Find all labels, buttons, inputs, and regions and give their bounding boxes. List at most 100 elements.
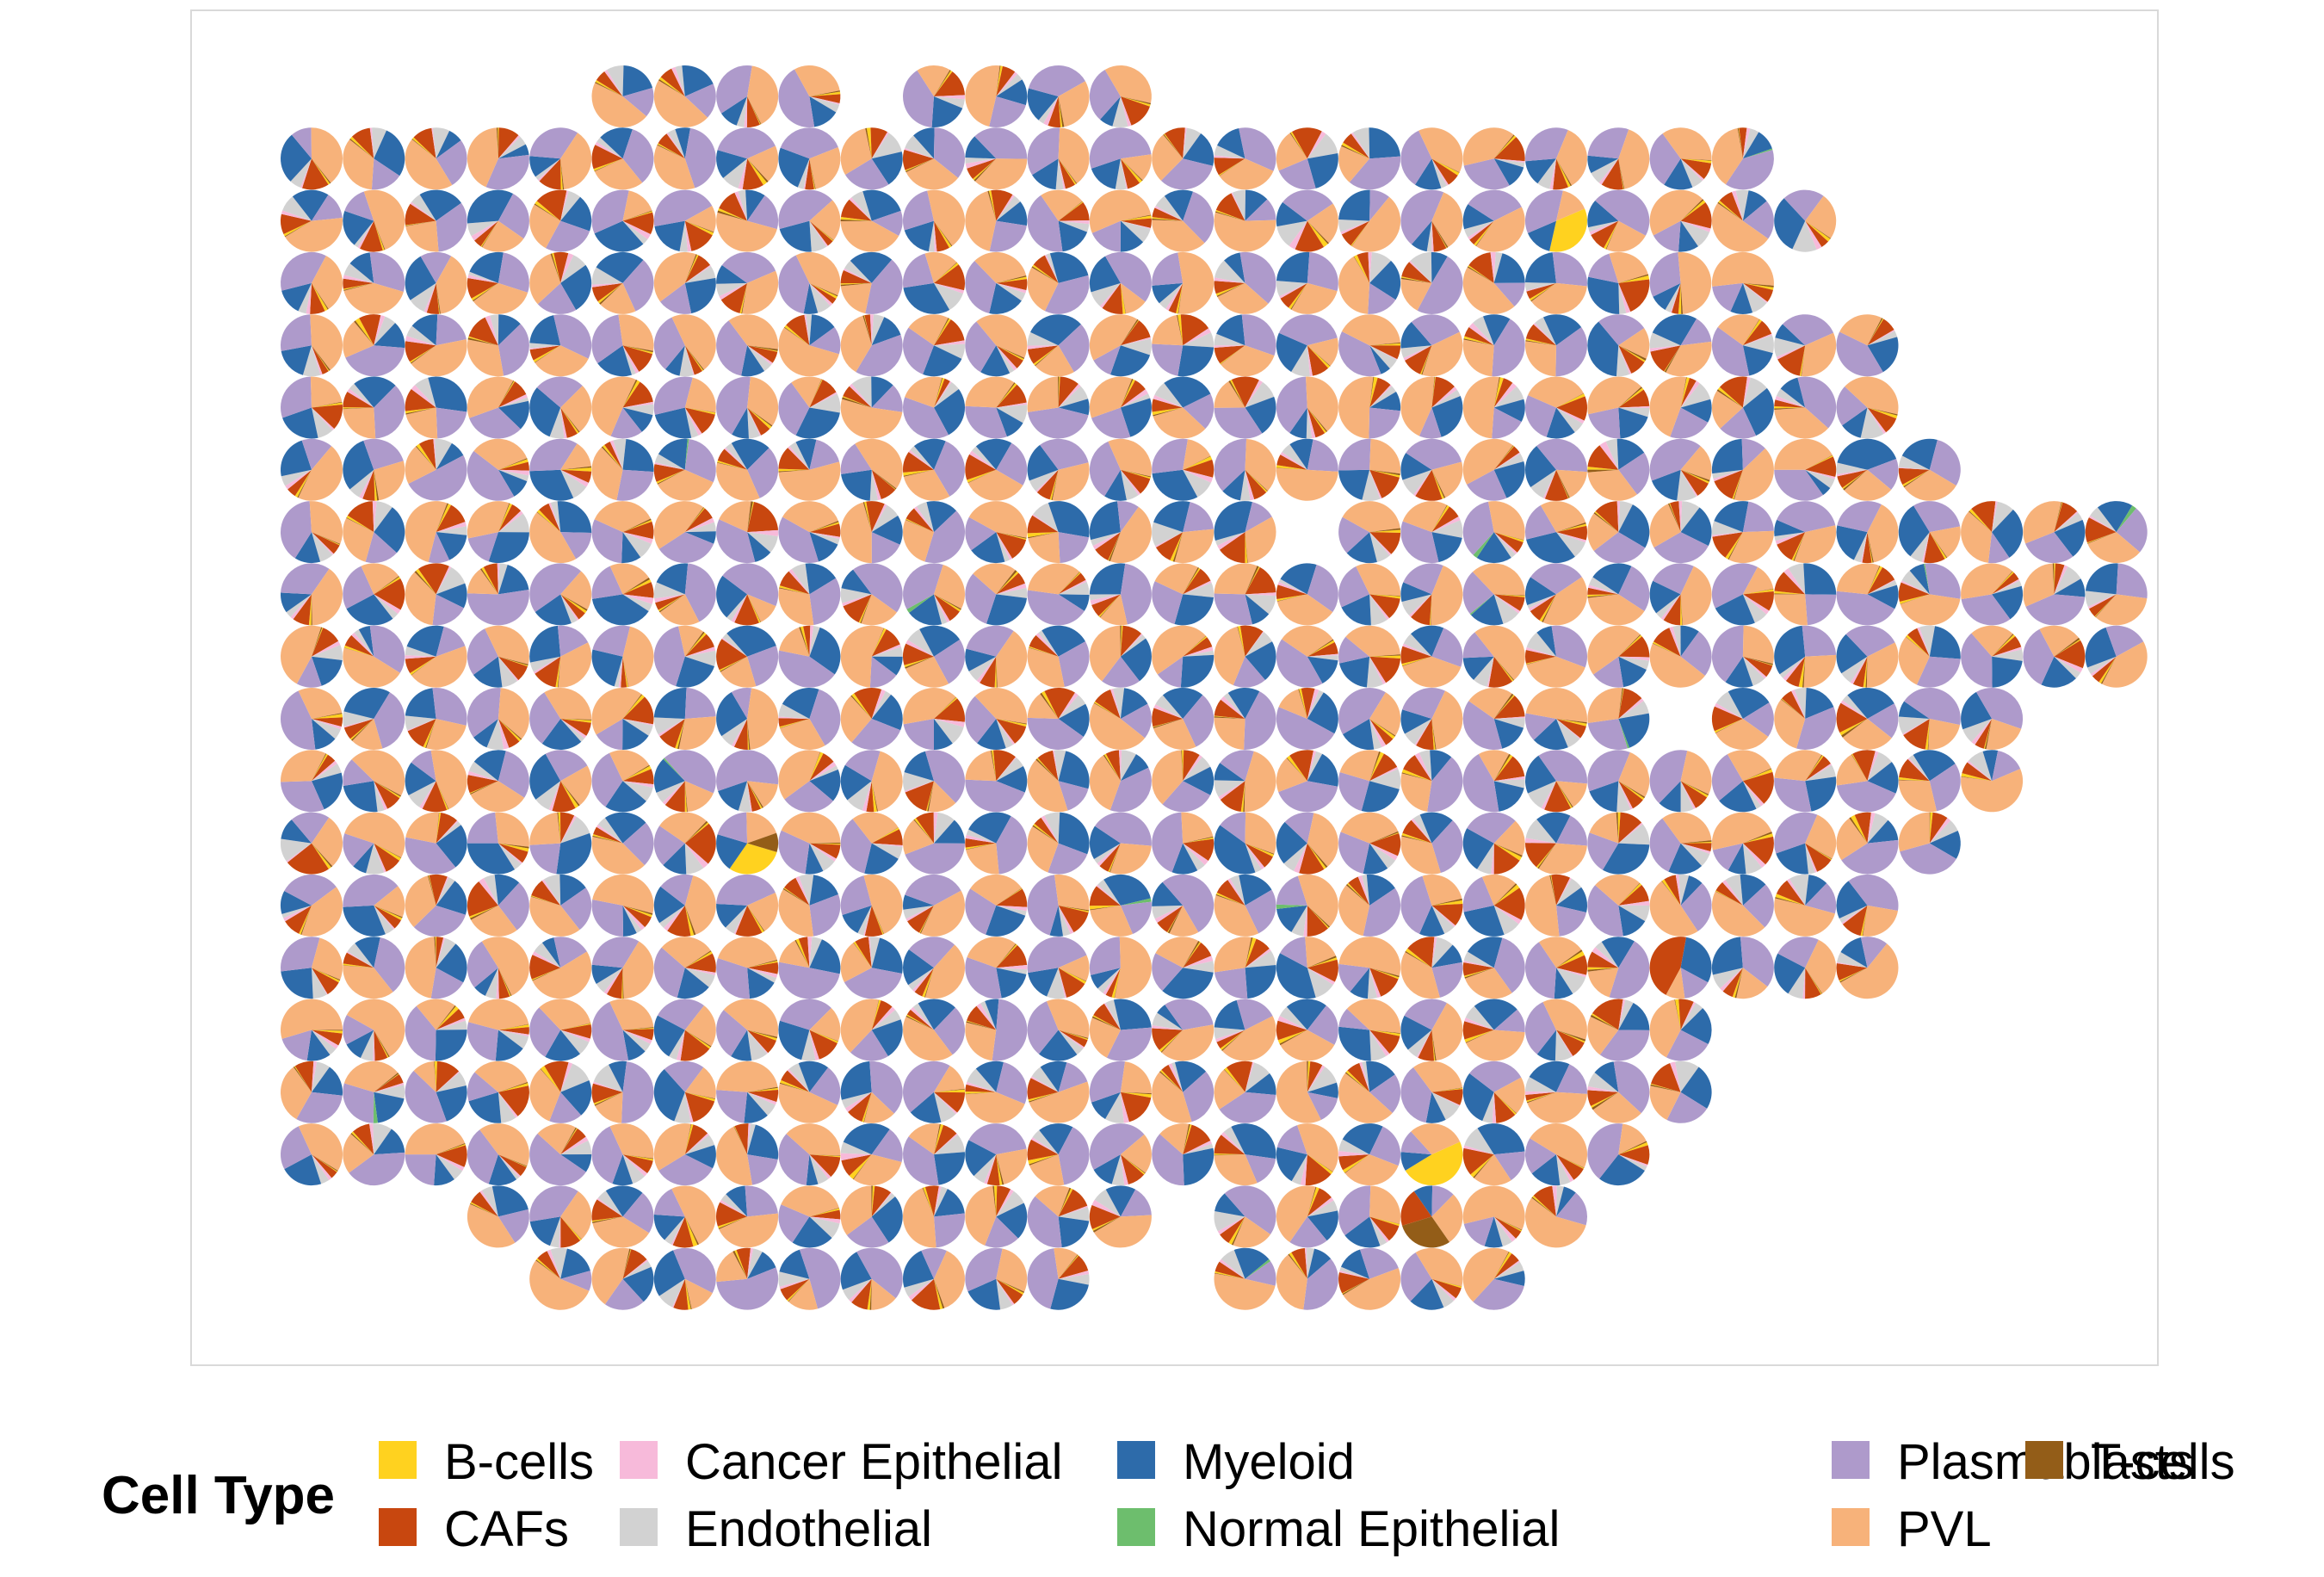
pie-slice	[1674, 999, 1681, 1030]
pie-slice	[1152, 1025, 1184, 1030]
pie-slice	[436, 1144, 466, 1155]
pie-slice	[1051, 469, 1059, 501]
pie-slice	[1105, 999, 1121, 1030]
pie-slice	[1307, 251, 1338, 292]
pie-slice	[1164, 189, 1194, 221]
pie-slice	[871, 829, 903, 846]
pie-slice	[1789, 874, 1809, 906]
pie-slice	[1120, 96, 1152, 105]
pie-slice	[1861, 532, 1868, 563]
pie-slice	[1556, 158, 1571, 188]
pie-slice	[1780, 377, 1806, 408]
pie-slice	[1463, 905, 1505, 937]
pie-slice	[968, 656, 997, 681]
pie-slice	[560, 443, 591, 470]
pie-slice	[622, 210, 652, 221]
pie-slice	[664, 345, 685, 376]
pie-slice	[747, 145, 779, 182]
pie-slice	[1292, 127, 1322, 159]
pie-slice	[591, 267, 623, 285]
pie-slice	[924, 750, 965, 803]
pie-slice	[992, 999, 1028, 1061]
pie-slice	[1664, 345, 1681, 372]
pie-slice	[1867, 318, 1884, 346]
spot-pie	[1649, 127, 1712, 190]
pie-slice	[1214, 1069, 1245, 1110]
pie-slice	[853, 1154, 902, 1186]
pie-slice	[408, 781, 436, 807]
pie-slice	[840, 875, 872, 916]
pie-slice	[788, 1278, 810, 1302]
pie-slice	[560, 765, 592, 806]
pie-slice	[662, 781, 685, 805]
pie-slice	[1431, 937, 1437, 968]
pie-slice	[560, 594, 585, 620]
pie-slice	[1216, 128, 1245, 159]
pie-slice	[996, 1278, 1025, 1293]
pie-slice	[1120, 319, 1140, 346]
pie-slice	[1837, 438, 1897, 470]
pie-slice	[1530, 469, 1556, 498]
pie-slice	[591, 594, 649, 626]
pie-slice	[1058, 1271, 1090, 1279]
pie-slice	[840, 315, 872, 373]
pie-slice	[1044, 688, 1076, 719]
pie-slice	[1776, 345, 1806, 360]
pie-slice	[1728, 688, 1770, 719]
pie-slice	[1618, 883, 1642, 906]
pie-slice	[653, 758, 685, 793]
pie-slice	[294, 532, 321, 564]
pie-slice	[850, 251, 893, 283]
pie-slice	[1152, 282, 1184, 304]
pie-slice	[1279, 282, 1307, 299]
pie-slice	[716, 65, 752, 114]
spot-pie	[1898, 563, 1961, 626]
pie-slice	[431, 127, 436, 159]
pie-slice	[734, 594, 759, 626]
pie-slice	[560, 816, 590, 844]
pie-slice	[436, 1008, 465, 1030]
spot-pie	[778, 750, 841, 813]
pie-slice	[1183, 439, 1211, 470]
pie-slice	[1527, 594, 1556, 609]
pie-slice	[1774, 405, 1806, 409]
pie-slice	[903, 469, 934, 477]
pie-slice	[1307, 1082, 1338, 1098]
pie-slice	[1276, 133, 1307, 171]
pie-slice	[905, 518, 934, 533]
pie-slice	[1556, 955, 1587, 975]
pie-slice	[856, 334, 903, 377]
pie-slice	[405, 937, 436, 999]
pie-slice	[1671, 282, 1681, 314]
pie-slice	[1605, 438, 1619, 470]
pie-slice	[310, 282, 325, 314]
pie-slice	[1467, 266, 1494, 283]
pie-slice	[781, 1070, 810, 1092]
pie-slice	[436, 876, 449, 906]
pie-slice	[680, 1030, 710, 1061]
pie-slice	[535, 158, 561, 180]
spot-pie	[405, 812, 467, 875]
pie-slice	[1618, 781, 1643, 809]
pie-slice	[1975, 719, 1993, 749]
pie-slice	[1054, 750, 1066, 782]
pie-slice	[312, 719, 342, 730]
pie-slice	[996, 345, 1025, 360]
pie-slice	[1805, 843, 1832, 872]
pie-slice	[1276, 220, 1307, 246]
pie-slice	[1401, 594, 1432, 615]
pie-slice	[684, 345, 702, 375]
pie-slice	[1725, 656, 1753, 688]
pie-slice	[284, 220, 312, 238]
pie-slice	[869, 1061, 903, 1114]
pie-slice	[1096, 884, 1121, 906]
pie-slice	[871, 469, 897, 490]
pie-slice	[907, 628, 934, 657]
pie-slice	[2085, 627, 2117, 668]
pie-slice	[1409, 594, 1432, 617]
pie-slice	[903, 452, 934, 473]
legend: Cell Type B-cells CAFs Cancer Epithelial En…	[0, 1412, 2324, 1575]
pie-slice	[1105, 1185, 1136, 1217]
pie-slice	[1183, 567, 1200, 595]
pie-slice	[1616, 501, 1621, 533]
